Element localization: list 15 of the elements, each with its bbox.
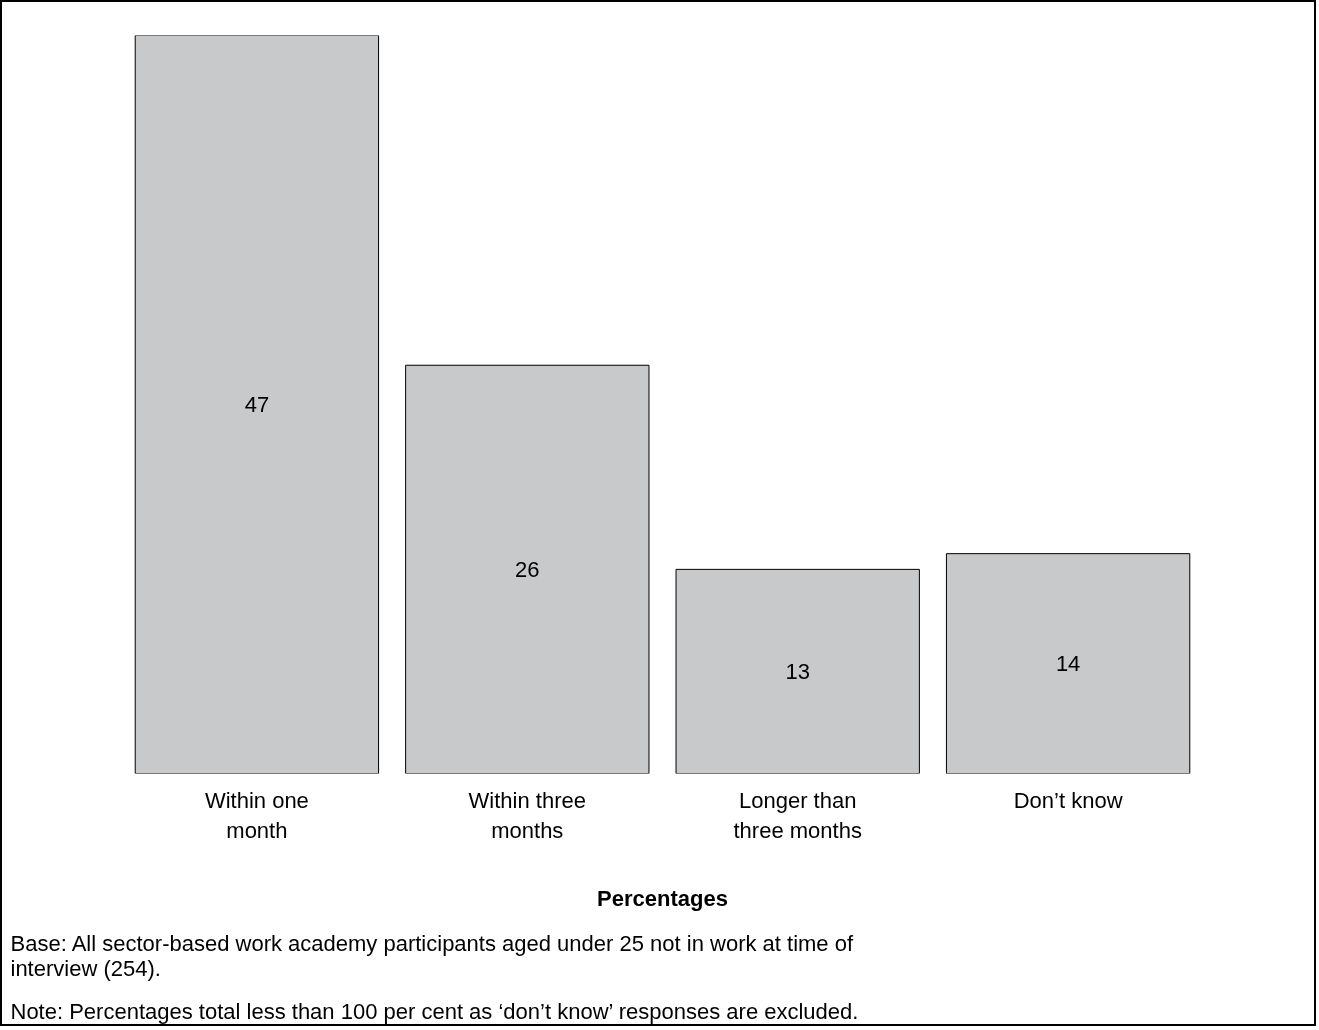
bar (134, 35, 380, 774)
bar (945, 553, 1191, 774)
x-tick-label: Within three months (468, 787, 586, 843)
data-label: 26 (515, 556, 540, 582)
bar (675, 568, 920, 774)
text: Base: All sector-based work academy participants aged under 25 not in work at time of interview (254). (10, 930, 854, 981)
x-tick-label: Within one month (204, 787, 309, 843)
text: Note: Percentages total less than 100 per cent as ‘don’t know’ responses are excluded. (10, 998, 859, 1024)
bar (405, 364, 650, 774)
data-label: 14 (1055, 651, 1081, 677)
x-tick-label: Don’t know (1013, 787, 1123, 813)
x-axis-title: Percentages (597, 885, 728, 911)
data-label: 47 (244, 392, 270, 417)
x-tick-label: Longer than three months (733, 787, 862, 843)
data-label: 13 (785, 658, 810, 684)
